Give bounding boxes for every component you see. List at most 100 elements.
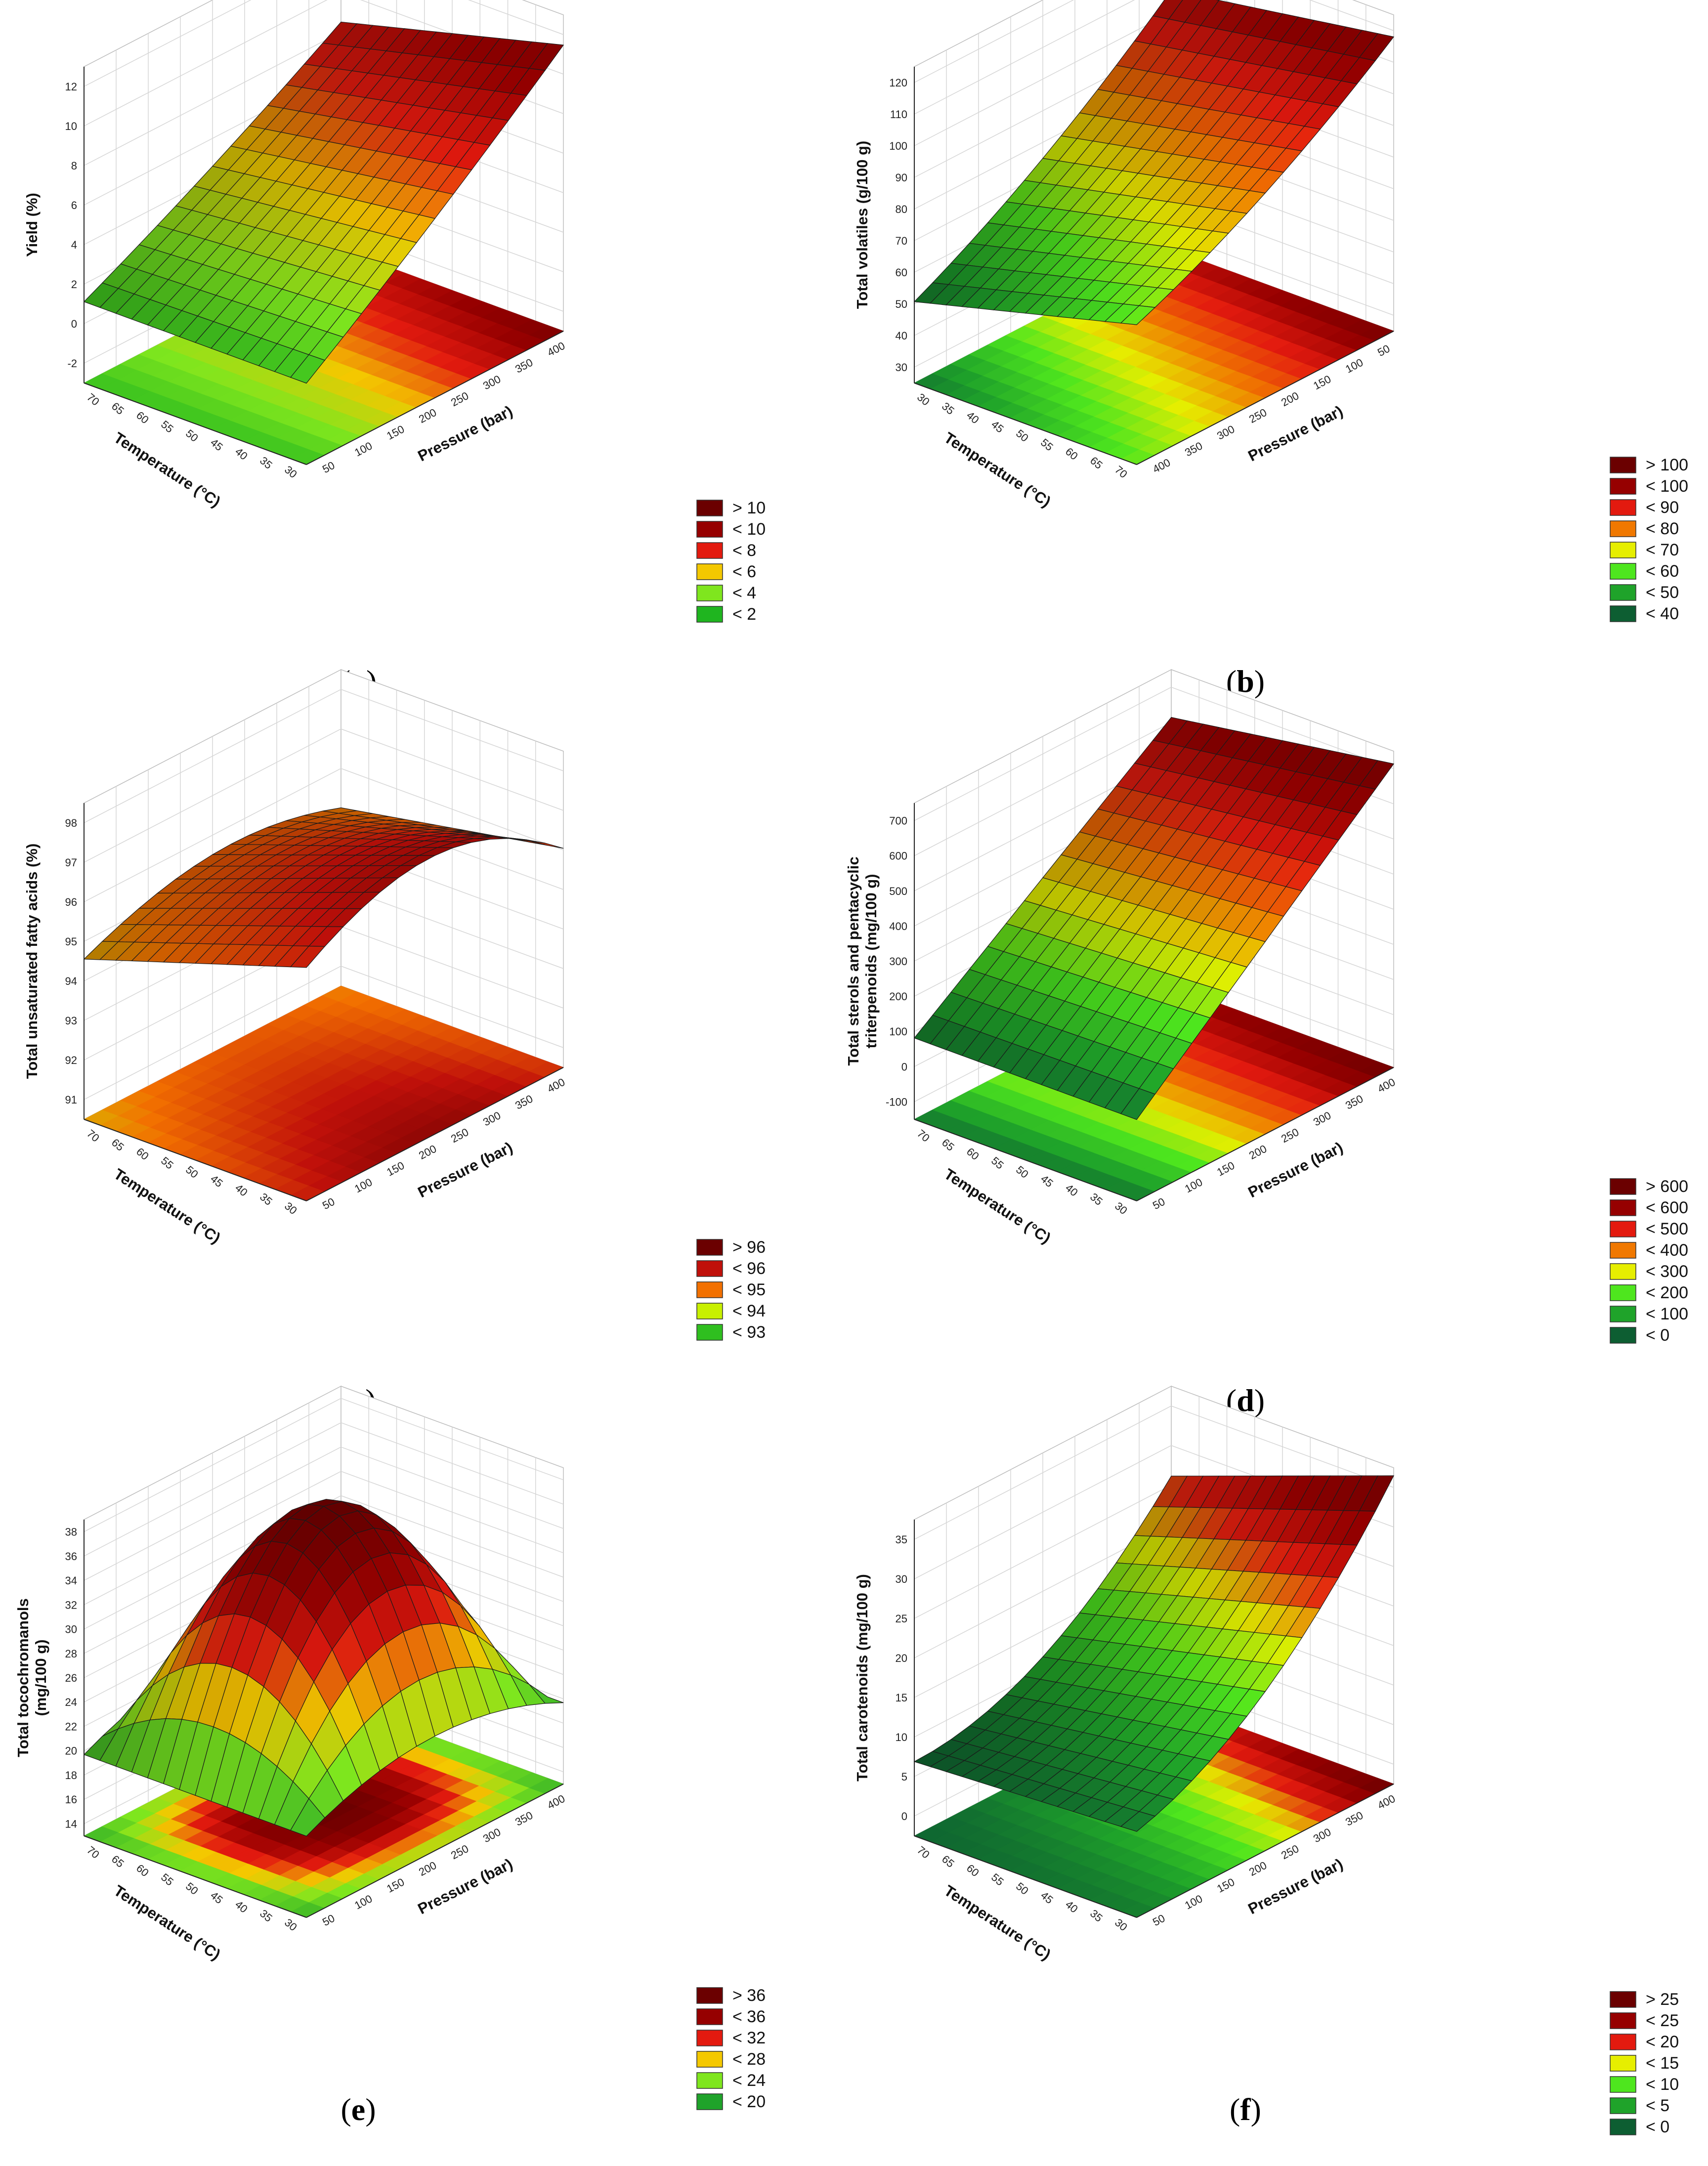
legend-label: < 20: [732, 2092, 766, 2111]
z-axis-title-line: Total tocochromanols: [14, 1598, 32, 1757]
x-tick-label: 400: [1151, 456, 1172, 475]
y-tick-label: 40: [1063, 1182, 1080, 1199]
legend-label: > 600: [1646, 1177, 1688, 1196]
z-tick-label: 90: [896, 171, 907, 184]
x-tick-label: 400: [545, 1792, 567, 1812]
legend-swatch: [1610, 1221, 1636, 1237]
z-axis-title-line: Total volatiles (g/100 g): [854, 141, 871, 309]
z-tick-label: 97: [65, 856, 77, 869]
legend-swatch: [1610, 1199, 1636, 1216]
z-tick-label: 0: [901, 1061, 907, 1073]
y-tick-label: 65: [939, 1136, 957, 1153]
x-tick-label: 150: [1311, 373, 1333, 392]
x-tick-label: 150: [384, 423, 406, 442]
y-tick-label: 45: [208, 436, 225, 453]
legend-b: > 100 < 100 < 90 < 80 < 70 < 60 < 50 < 40: [1610, 456, 1688, 623]
z-tick-label: 700: [889, 815, 907, 827]
y-tick-label: 30: [282, 1916, 299, 1933]
x-tick-label: 350: [1343, 1092, 1365, 1111]
legend-swatch: [1610, 478, 1636, 495]
legend-swatch: [1610, 2097, 1636, 2114]
x-tick-label: 300: [481, 1109, 503, 1128]
z-tick-label: 80: [896, 203, 907, 215]
legend-label: < 95: [732, 1280, 766, 1299]
y-tick-label: 35: [257, 1907, 275, 1924]
legend-e: > 36 < 36 < 32 < 28 < 24 < 20: [696, 1986, 766, 2111]
temperature-axis-line: [84, 1119, 307, 1201]
legend-label: < 20: [1646, 2033, 1679, 2051]
y-tick-label: 40: [233, 1898, 250, 1915]
legend-swatch: [696, 1987, 723, 2004]
temperature-axis-line: [914, 1119, 1137, 1201]
z-tick-label: 15: [896, 1692, 907, 1704]
y-tick-label: 60: [964, 1862, 982, 1879]
x-tick-label: 250: [449, 1842, 470, 1862]
legend-label: < 400: [1646, 1241, 1688, 1260]
z-tick-label: 16: [65, 1793, 77, 1806]
z-tick-label: 30: [896, 361, 907, 374]
x-tick-label: 100: [1183, 1176, 1204, 1195]
z-tick-label: 26: [65, 1672, 77, 1684]
z-tick-label: 110: [890, 108, 907, 121]
legend-label: > 36: [732, 1986, 766, 2005]
legend-label: < 93: [732, 1323, 766, 1342]
legend-label: < 10: [732, 520, 766, 539]
legend-label: < 24: [732, 2071, 766, 2090]
panel-label-e: (e): [341, 2092, 376, 2127]
panel-label-letter: b: [1237, 664, 1254, 699]
panel-label-paren-close: ): [1254, 1383, 1265, 1418]
z-tick-label: 5: [901, 1771, 907, 1783]
legend-label: < 0: [1646, 1326, 1669, 1345]
y-tick-label: 35: [257, 454, 275, 471]
z-tick-label: 18: [65, 1769, 77, 1782]
legend-label: > 96: [732, 1238, 766, 1257]
contour-cell: [322, 985, 358, 1002]
y-tick-label: 45: [1038, 1172, 1056, 1189]
z-tick-label: 60: [896, 266, 907, 279]
legend-label: < 5: [1646, 2096, 1669, 2115]
legend-label: < 60: [1646, 562, 1679, 581]
legend-label: < 100: [1646, 477, 1688, 496]
x-tick-label: 200: [1247, 1143, 1269, 1162]
temperature-axis-line: [914, 382, 1137, 465]
legend-swatch: [1610, 2012, 1636, 2029]
y-tick-label: 40: [964, 409, 982, 426]
y-tick-label: 65: [109, 1853, 127, 1870]
legend-label: < 6: [732, 562, 756, 581]
z-axis-title-line: Yield (%): [23, 193, 41, 257]
z-tick-label: 70: [896, 235, 907, 247]
x-tick-label: 250: [1279, 1842, 1301, 1862]
z-tick-label: 28: [65, 1648, 77, 1660]
y-tick-label: 40: [1063, 1898, 1080, 1915]
surface-c: [83, 807, 564, 968]
x-tick-label: 150: [384, 1875, 406, 1895]
y-tick-label: 50: [1014, 1880, 1031, 1897]
z-tick-label: 22: [65, 1720, 77, 1733]
floor-contour-c: [84, 985, 564, 1201]
legend-swatch: [1610, 1263, 1636, 1280]
x-tick-label: 50: [320, 1195, 337, 1212]
pressure-axis-line: [1136, 331, 1394, 465]
z-tick-label: 0: [71, 318, 77, 330]
z-tick-label: 95: [65, 935, 77, 948]
x-tick-label: 300: [481, 373, 503, 392]
legend-label: < 50: [1646, 583, 1679, 602]
x-tick-label: 400: [545, 340, 567, 359]
x-tick-label: 100: [1343, 356, 1365, 375]
temperature-axis-line: [914, 1835, 1137, 1918]
z-tick-label: 36: [65, 1550, 77, 1563]
y-tick-label: 50: [183, 427, 201, 444]
y-tick-label: 55: [989, 1871, 1006, 1888]
z-tick-label: 12: [65, 81, 77, 93]
x-tick-label: 250: [449, 389, 470, 409]
y-tick-label: 45: [989, 418, 1006, 435]
legend-label: < 90: [1646, 498, 1679, 517]
z-tick-label: 400: [889, 920, 907, 933]
legend-label: < 25: [1646, 2011, 1679, 2030]
legend-swatch: [1610, 1178, 1636, 1195]
panel-label-paren-close: ): [365, 2092, 376, 2127]
